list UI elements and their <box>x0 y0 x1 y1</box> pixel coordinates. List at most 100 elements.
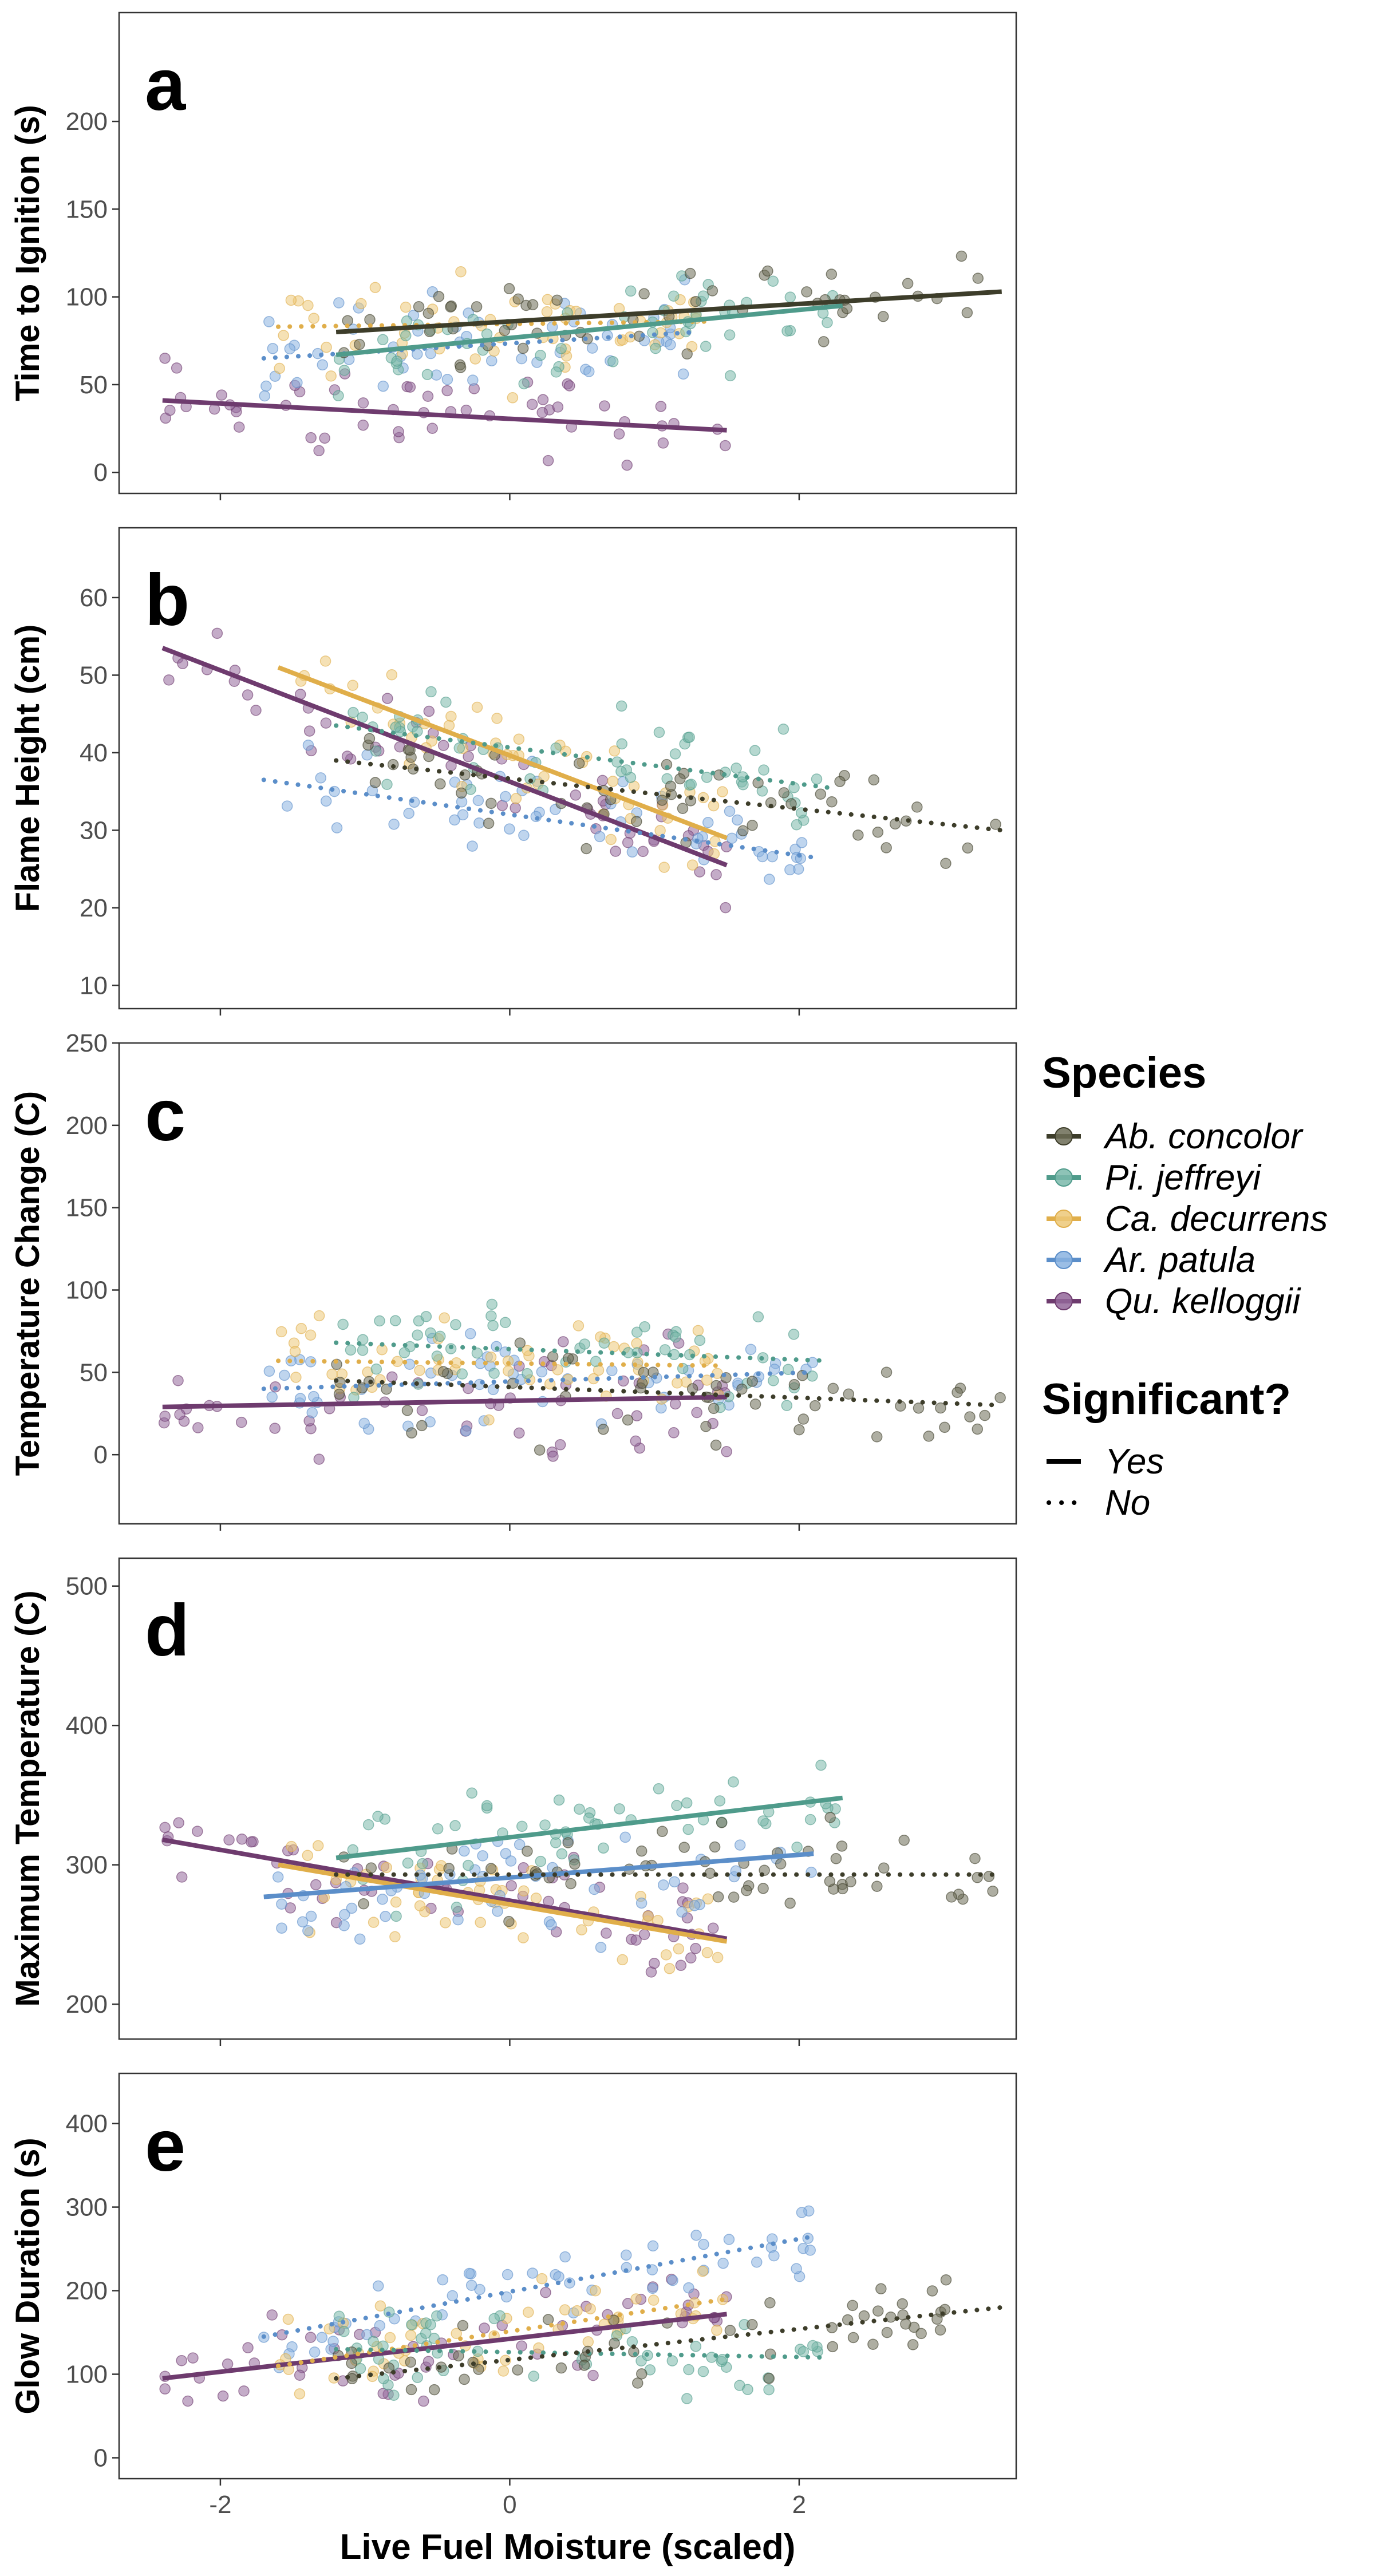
point <box>784 291 796 303</box>
data-points <box>158 1298 1006 1465</box>
point <box>686 859 698 871</box>
point <box>675 1959 687 1971</box>
point <box>657 1826 668 1838</box>
point <box>923 1431 934 1442</box>
point <box>485 1863 497 1874</box>
point <box>361 2329 373 2341</box>
point <box>720 440 731 452</box>
point <box>702 1893 714 1905</box>
point <box>757 1883 769 1894</box>
point <box>266 2309 278 2321</box>
fit-lines <box>162 289 1002 433</box>
point <box>389 1315 401 1326</box>
point <box>440 696 452 708</box>
point <box>724 2325 736 2336</box>
point <box>362 1819 374 1831</box>
point <box>650 342 661 354</box>
point <box>473 817 485 829</box>
point <box>632 2377 643 2389</box>
point <box>697 290 709 302</box>
point <box>542 2314 554 2325</box>
point <box>931 2313 943 2325</box>
y-tick-label: 40 <box>80 739 108 767</box>
point <box>405 2329 417 2341</box>
point <box>638 288 650 299</box>
point <box>621 459 633 471</box>
point <box>701 772 713 783</box>
point <box>339 1909 350 1921</box>
point <box>881 2326 893 2338</box>
point <box>804 1814 816 1826</box>
point <box>781 1400 793 1412</box>
point <box>615 765 627 777</box>
point <box>702 817 714 828</box>
point <box>777 724 789 735</box>
point <box>724 329 736 341</box>
point <box>956 250 968 262</box>
point <box>222 2358 234 2370</box>
point <box>847 2332 859 2344</box>
point <box>694 1334 706 1346</box>
point <box>259 390 270 402</box>
point <box>386 669 398 681</box>
panel-label: e <box>145 2105 185 2187</box>
point <box>233 421 245 433</box>
point <box>518 1932 529 1943</box>
y-tick-label: 400 <box>66 2110 108 2138</box>
point <box>305 1329 317 1341</box>
point <box>455 266 467 278</box>
point <box>405 2384 417 2396</box>
point <box>313 1310 325 1322</box>
point <box>456 1368 468 1380</box>
point <box>657 437 669 449</box>
point <box>398 1347 410 1358</box>
point <box>681 348 693 360</box>
point <box>599 400 610 412</box>
point <box>793 1424 805 1436</box>
point <box>357 397 369 409</box>
fit-lines <box>162 1340 1004 1409</box>
point <box>700 1421 712 1432</box>
point <box>915 2328 927 2340</box>
point <box>302 299 314 311</box>
point <box>457 809 469 821</box>
point <box>969 1852 981 1864</box>
point <box>724 805 736 817</box>
fit-line <box>162 2312 727 2381</box>
point <box>377 1894 388 1905</box>
point <box>671 1800 682 1811</box>
x-axis-label: Live Fuel Moisture (scaled) <box>340 2527 796 2567</box>
point <box>306 1406 318 1419</box>
y-axis-label: Time to Ignition (s) <box>9 105 46 401</box>
point <box>294 2369 306 2381</box>
point <box>368 1917 380 1928</box>
point <box>778 787 790 799</box>
point <box>192 1422 204 1433</box>
point <box>665 780 677 792</box>
point <box>469 353 481 365</box>
point <box>939 1421 950 1433</box>
point <box>516 2340 527 2352</box>
point <box>503 1915 515 1927</box>
point <box>589 1883 600 1895</box>
point <box>518 378 530 390</box>
point <box>513 733 525 745</box>
point <box>526 398 538 410</box>
point <box>964 1411 976 1423</box>
point <box>749 745 761 756</box>
point <box>647 2240 659 2252</box>
point <box>425 2319 436 2330</box>
point <box>900 2318 911 2330</box>
point <box>858 2310 870 2322</box>
point <box>768 1364 780 1375</box>
point <box>534 1444 546 1456</box>
point <box>316 2332 328 2343</box>
point <box>263 1365 275 1377</box>
point <box>235 1416 247 1428</box>
point <box>822 317 833 329</box>
point <box>553 1794 565 1806</box>
point <box>682 1823 694 1835</box>
y-tick-label: 400 <box>66 1712 108 1740</box>
point <box>617 1954 629 1966</box>
point <box>527 2267 538 2279</box>
